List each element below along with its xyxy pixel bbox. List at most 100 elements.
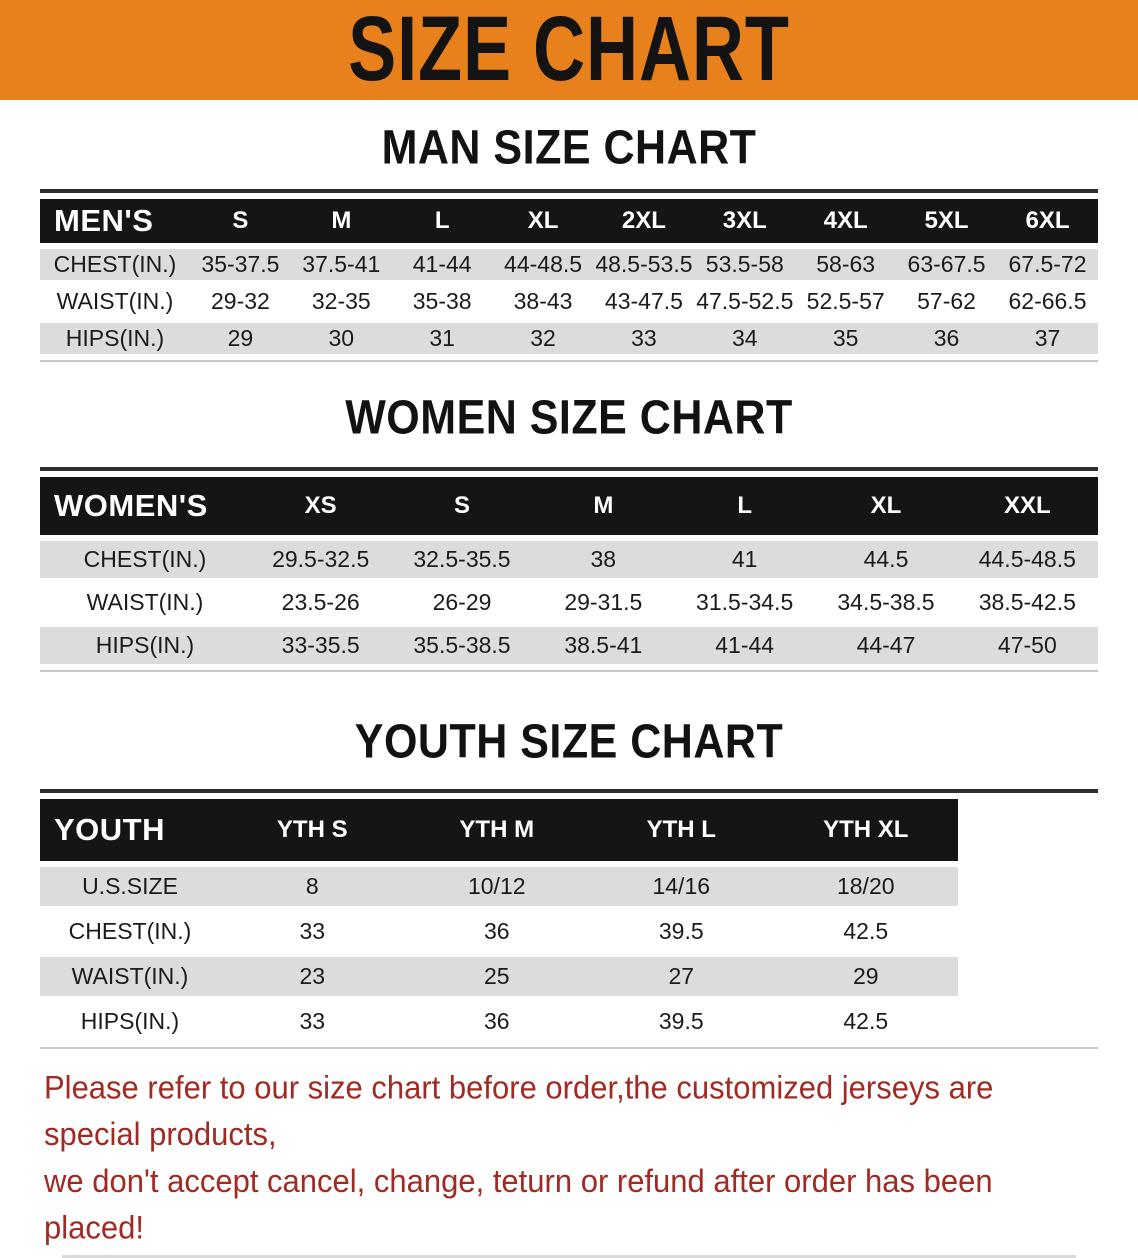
row-label: HIPS(IN.) xyxy=(40,323,190,354)
disclaimer: Please refer to our size chart before or… xyxy=(44,1065,1098,1252)
section-mens: MAN SIZE CHART MEN'S S M L XL 2XL 3XL 4XL 5XL 6XL C… xyxy=(0,121,1138,362)
cell-value: 33 xyxy=(220,1002,405,1041)
table-group-label: YOUTH xyxy=(40,799,220,861)
cell-value: 58-63 xyxy=(795,249,897,280)
table-group-label: WOMEN'S xyxy=(40,477,250,535)
cell-value: 35 xyxy=(795,323,897,354)
cell-value: 47-50 xyxy=(956,627,1098,664)
cell-value: 36 xyxy=(896,323,997,354)
column-header: M xyxy=(532,477,674,535)
cell-value: 38-43 xyxy=(492,286,594,317)
cell-value: 34.5-38.5 xyxy=(815,584,957,621)
disclaimer-line2: we don't accept cancel, change, teturn o… xyxy=(44,1162,993,1246)
row-label: WAIST(IN.) xyxy=(40,584,250,621)
section-womens: WOMEN SIZE CHART WOMEN'S XS S M L XL XXL CHEST(I… xyxy=(0,391,1138,672)
cell-value: 33 xyxy=(593,323,695,354)
column-header: XL xyxy=(492,199,594,243)
cell-value: 41-44 xyxy=(391,249,493,280)
table-row: CHEST(IN.) 29.5-32.5 32.5-35.5 38 41 44.5 44.5… xyxy=(40,541,1098,578)
column-header: 3XL xyxy=(694,199,796,243)
youth-size-table: YOUTH YTH S YTH M YTH L YTH XL U.S.SIZE 8 10/12… xyxy=(40,789,1098,1049)
cell-value: 8 xyxy=(220,867,405,906)
cell-value: 32 xyxy=(492,323,594,354)
section-youth: YOUTH SIZE CHART YOUTH YTH S YTH M YTH L YTH … xyxy=(0,715,1138,1049)
cell-value: 31.5-34.5 xyxy=(673,584,816,621)
cell-value: 29-32 xyxy=(190,286,291,317)
cell-value: 39.5 xyxy=(589,1002,774,1041)
table-row: WAIST(IN.) 23 25 27 29 xyxy=(40,957,958,996)
cell-value: 14/16 xyxy=(589,867,774,906)
cell-value: 53.5-58 xyxy=(694,249,796,280)
cell-value: 62-66.5 xyxy=(997,286,1098,317)
cell-value: 37.5-41 xyxy=(290,249,392,280)
header-row: YOUTH YTH S YTH M YTH L YTH XL xyxy=(40,799,958,861)
cell-value: 26-29 xyxy=(391,584,533,621)
table-row: CHEST(IN.) 35-37.5 37.5-41 41-44 44-48.5 48.5… xyxy=(40,249,1098,280)
table-row: WAIST(IN.) 29-32 32-35 35-38 38-43 43-47.5 47.… xyxy=(40,286,1098,317)
table-row: WAIST(IN.) 23.5-26 26-29 29-31.5 31.5-34.5 34… xyxy=(40,584,1098,621)
header-row: WOMEN'S XS S M L XL XXL xyxy=(40,477,1098,535)
youth-heading: YOUTH SIZE CHART xyxy=(354,715,784,769)
table-row: U.S.SIZE 8 10/12 14/16 18/20 xyxy=(40,867,958,906)
cell-value: 41-44 xyxy=(673,627,816,664)
cell-value: 23 xyxy=(220,957,405,996)
cell-value: 48.5-53.5 xyxy=(593,249,695,280)
column-header: L xyxy=(391,199,493,243)
cell-value: 23.5-26 xyxy=(250,584,392,621)
cell-value: 18/20 xyxy=(773,867,958,906)
cell-value: 27 xyxy=(589,957,774,996)
cell-value: 35-37.5 xyxy=(190,249,291,280)
cell-value: 36 xyxy=(404,912,589,951)
cell-value: 67.5-72 xyxy=(997,249,1098,280)
cell-value: 63-67.5 xyxy=(896,249,997,280)
cell-value: 36 xyxy=(404,1002,589,1041)
row-label: CHEST(IN.) xyxy=(40,541,250,578)
column-header: 4XL xyxy=(795,199,897,243)
cell-value: 38 xyxy=(532,541,674,578)
cell-value: 38.5-41 xyxy=(532,627,674,664)
cell-value: 30 xyxy=(290,323,392,354)
cell-value: 32.5-35.5 xyxy=(391,541,533,578)
column-header: S xyxy=(190,199,291,243)
column-header: YTH XL xyxy=(773,799,958,861)
column-header: XS xyxy=(250,477,392,535)
cell-value: 31 xyxy=(391,323,493,354)
cell-value: 42.5 xyxy=(773,912,958,951)
cell-value: 29 xyxy=(773,957,958,996)
cell-value: 39.5 xyxy=(589,912,774,951)
cell-value: 42.5 xyxy=(773,1002,958,1041)
cell-value: 57-62 xyxy=(896,286,997,317)
table-group-label: MEN'S xyxy=(40,199,190,243)
column-header: L xyxy=(673,477,816,535)
cell-value: 52.5-57 xyxy=(795,286,897,317)
row-label: CHEST(IN.) xyxy=(40,249,190,280)
column-header: 6XL xyxy=(997,199,1098,243)
row-label: U.S.SIZE xyxy=(40,867,220,906)
column-header: YTH M xyxy=(404,799,589,861)
table-row: CHEST(IN.) 33 36 39.5 42.5 xyxy=(40,912,958,951)
cell-value: 29 xyxy=(190,323,291,354)
mens-size-table: MEN'S S M L XL 2XL 3XL 4XL 5XL 6XL CHEST(IN.) 35-37… xyxy=(40,189,1098,362)
cell-value: 44.5-48.5 xyxy=(956,541,1098,578)
cell-value: 29-31.5 xyxy=(532,584,674,621)
column-header: S xyxy=(391,477,533,535)
cell-value: 33 xyxy=(220,912,405,951)
cell-value: 37 xyxy=(997,323,1098,354)
cell-value: 32-35 xyxy=(290,286,392,317)
table-row: HIPS(IN.) 33 36 39.5 42.5 xyxy=(40,1002,958,1041)
row-label: WAIST(IN.) xyxy=(40,957,220,996)
womens-heading: WOMEN SIZE CHART xyxy=(345,391,793,445)
row-label: WAIST(IN.) xyxy=(40,286,190,317)
cell-value: 33-35.5 xyxy=(250,627,392,664)
cell-value: 25 xyxy=(404,957,589,996)
table-row: HIPS(IN.) 33-35.5 35.5-38.5 38.5-41 41-44 44-… xyxy=(40,627,1098,664)
womens-size-table: WOMEN'S XS S M L XL XXL CHEST(IN.) 29.5-32.5 32.5… xyxy=(40,467,1098,672)
table-row: HIPS(IN.) 29 30 31 32 33 34 35 36 37 xyxy=(40,323,1098,354)
cell-value: 44-48.5 xyxy=(492,249,594,280)
row-label: CHEST(IN.) xyxy=(40,912,220,951)
column-header: XL xyxy=(815,477,957,535)
cell-value: 44-47 xyxy=(815,627,957,664)
column-header: M xyxy=(290,199,392,243)
bottom-divider xyxy=(62,1254,1076,1258)
column-header: XXL xyxy=(956,477,1098,535)
